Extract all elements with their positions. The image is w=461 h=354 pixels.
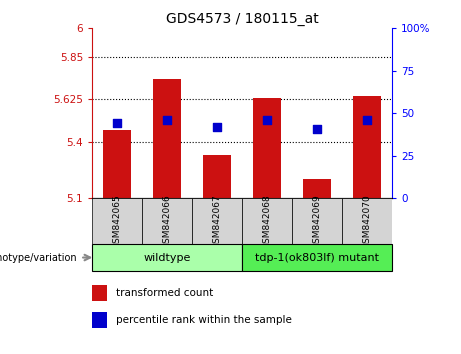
Point <box>313 126 321 131</box>
Text: GSM842066: GSM842066 <box>163 194 171 249</box>
Text: GSM842065: GSM842065 <box>112 194 122 249</box>
Point <box>213 124 221 130</box>
Point <box>263 117 271 123</box>
Text: wildtype: wildtype <box>143 252 191 263</box>
FancyBboxPatch shape <box>142 198 192 244</box>
FancyBboxPatch shape <box>292 198 342 244</box>
FancyBboxPatch shape <box>242 244 392 271</box>
FancyBboxPatch shape <box>342 198 392 244</box>
Bar <box>154 79 181 198</box>
Text: GSM842067: GSM842067 <box>213 194 222 249</box>
Text: tdp-1(ok803lf) mutant: tdp-1(ok803lf) mutant <box>255 252 379 263</box>
Text: GSM842068: GSM842068 <box>262 194 272 249</box>
Title: GDS4573 / 180115_at: GDS4573 / 180115_at <box>165 12 319 26</box>
Point <box>363 117 371 123</box>
FancyBboxPatch shape <box>242 198 292 244</box>
Point <box>163 117 171 123</box>
Bar <box>353 96 381 198</box>
FancyBboxPatch shape <box>92 198 142 244</box>
Text: genotype/variation: genotype/variation <box>0 252 77 263</box>
Text: GSM842069: GSM842069 <box>313 194 321 249</box>
Bar <box>203 155 231 198</box>
Text: GSM842070: GSM842070 <box>362 194 372 249</box>
Bar <box>253 98 281 198</box>
Point <box>113 121 121 126</box>
Bar <box>103 130 131 198</box>
Bar <box>92 285 107 301</box>
Text: percentile rank within the sample: percentile rank within the sample <box>116 315 292 325</box>
Bar <box>92 312 107 328</box>
FancyBboxPatch shape <box>92 244 242 271</box>
Text: transformed count: transformed count <box>116 287 213 298</box>
FancyBboxPatch shape <box>192 198 242 244</box>
Bar <box>303 179 331 198</box>
